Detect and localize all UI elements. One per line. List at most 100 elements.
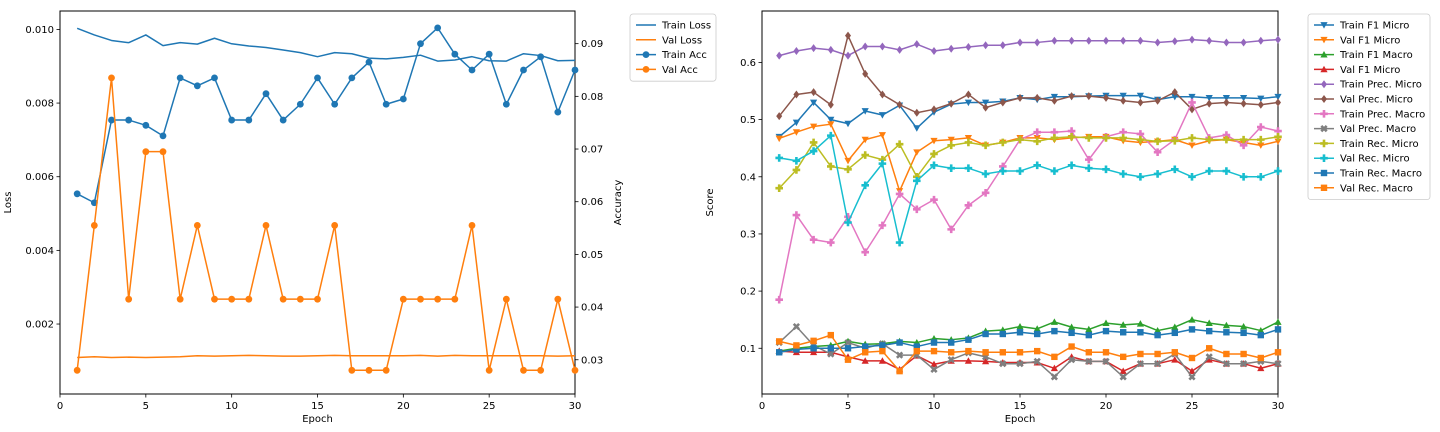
score-point-train-rec-macro <box>896 339 903 346</box>
loss-point-train-acc <box>434 24 442 32</box>
loss-point-val-acc <box>314 295 321 303</box>
score-point-val-f1-micro <box>1050 364 1058 372</box>
score-point-val-prec-micro <box>1223 98 1230 107</box>
score-point-val-rec-micro <box>792 156 801 165</box>
score-point-val-rec-micro <box>1153 170 1162 178</box>
score-series-train-rec-macro <box>776 326 1282 356</box>
score-point-val-prec-micro <box>793 90 800 99</box>
score-point-train-prec-macro <box>895 190 904 198</box>
loss-point-val-acc <box>451 295 459 303</box>
loss-point-val-acc <box>176 295 184 303</box>
score-point-train-rec-micro <box>1274 132 1282 141</box>
score-line-train-prec-micro <box>779 38 1279 57</box>
score-legend-entry: Train Prec. Macro <box>1314 109 1425 120</box>
score-point-val-rec-micro <box>844 218 852 227</box>
score-point-val-prec-micro <box>1275 98 1281 107</box>
loss-point-train-acc <box>296 100 304 108</box>
score-point-val-prec-micro <box>999 98 1006 107</box>
score-x-tick-label: 20 <box>1100 401 1113 412</box>
loss-point-val-acc <box>468 222 476 229</box>
score-point-val-f1-micro <box>861 136 869 144</box>
score-point-val-rec-macro <box>999 349 1006 356</box>
score-point-train-rec-macro <box>1240 329 1247 337</box>
score-point-train-rec-micro <box>964 138 973 147</box>
loss-point-val-acc <box>279 295 287 303</box>
score-point-val-prec-micro <box>1154 96 1161 105</box>
score-point-val-rec-macro <box>1240 350 1247 358</box>
score-point-val-prec-micro <box>948 99 955 108</box>
loss-line-train-loss <box>76 27 576 62</box>
score-point-train-prec-micro <box>1103 36 1109 45</box>
score-point-val-prec-micro <box>1137 98 1144 107</box>
score-point-train-rec-macro <box>1016 329 1024 336</box>
loss-point-train-acc <box>348 74 356 82</box>
loss-point-val-acc <box>296 295 304 303</box>
score-point-val-f1-micro <box>844 157 852 165</box>
score-point-train-prec-macro <box>947 225 955 234</box>
loss-legend-entry: Train Acc <box>636 50 707 61</box>
score-point-train-rec-macro <box>1223 329 1230 336</box>
score-point-val-prec-micro <box>1068 92 1075 101</box>
score-legend-label: Train F1 Micro <box>1339 21 1409 32</box>
score-point-train-prec-micro <box>1051 36 1058 45</box>
loss-point-val-acc <box>262 222 270 229</box>
loss-point-val-acc <box>502 295 510 303</box>
score-x-tick-label: 0 <box>759 401 765 412</box>
score-point-train-rec-micro <box>1016 135 1024 144</box>
score-point-train-prec-micro <box>1085 36 1092 45</box>
score-point-val-prec-macro <box>1085 357 1093 366</box>
score-point-val-rec-macro <box>1257 354 1264 362</box>
score-point-train-prec-macro <box>913 205 921 214</box>
score-x-ticks: 0 5 10 15 20 25 30 <box>759 394 1284 412</box>
score-x-tick-label: 15 <box>1014 401 1027 412</box>
loss-point-val-acc <box>434 295 442 303</box>
score-point-val-rec-macro <box>1068 343 1075 350</box>
score-legend-marker <box>1320 51 1328 58</box>
score-point-train-prec-macro <box>878 221 887 230</box>
score-point-val-rec-micro <box>878 159 887 168</box>
score-point-train-prec-macro <box>930 195 938 204</box>
score-point-train-rec-macro <box>1034 330 1041 338</box>
loss-legend-label: Train Acc <box>661 50 707 61</box>
loss-x-tick-label: 25 <box>483 401 496 412</box>
score-point-val-prec-micro <box>1240 99 1247 108</box>
loss-point-train-acc <box>176 74 184 82</box>
score-point-train-rec-micro <box>1239 135 1248 144</box>
score-point-train-rec-micro <box>1153 137 1162 146</box>
score-point-val-rec-micro <box>1033 161 1041 170</box>
score-point-train-rec-micro <box>1067 132 1076 141</box>
score-point-val-rec-micro <box>1085 164 1093 173</box>
loss-x-ticks: 0 5 10 15 20 25 30 <box>57 394 581 412</box>
score-y-tick-label: 0.2 <box>740 287 756 298</box>
score-point-train-rec-micro <box>878 155 887 164</box>
score-legend-label: Val F1 Micro <box>1340 35 1400 46</box>
score-point-train-prec-micro <box>810 44 817 53</box>
score-y-tick-label: 0.1 <box>740 344 756 355</box>
score-point-val-prec-micro <box>982 103 989 112</box>
score-point-val-rec-macro <box>1085 349 1092 356</box>
score-point-train-prec-macro <box>1239 141 1248 150</box>
loss-line-val-loss <box>77 354 576 359</box>
score-legend-marker <box>1320 139 1328 148</box>
score-point-val-f1-micro <box>1257 142 1265 149</box>
score-point-train-rec-micro <box>827 162 835 171</box>
loss-point-train-acc <box>417 40 424 48</box>
score-point-train-rec-macro <box>862 343 869 350</box>
loss-point-train-acc <box>211 74 218 82</box>
score-point-train-rec-micro <box>999 138 1007 147</box>
score-point-train-rec-micro <box>1257 135 1265 144</box>
score-point-train-rec-macro <box>1274 326 1282 333</box>
score-point-train-rec-micro <box>775 184 783 193</box>
score-point-train-prec-micro <box>1171 37 1178 46</box>
score-point-train-f1-micro <box>792 119 800 127</box>
score-point-val-rec-micro <box>999 167 1007 175</box>
score-point-train-f1-micro <box>1205 95 1213 102</box>
score-point-train-f1-macro <box>1222 321 1230 329</box>
score-point-train-f1-macro <box>1205 319 1213 326</box>
score-point-val-rec-macro <box>793 342 800 349</box>
loss-accuracy-chart: 0 5 10 15 20 25 30 0.002 0.004 0.006 0.008 0.010 0… <box>3 10 717 425</box>
score-legend-label: Val Rec. Macro <box>1340 183 1413 194</box>
score-point-train-f1-micro <box>827 116 835 124</box>
score-point-train-rec-macro <box>982 330 989 338</box>
score-point-train-rec-micro <box>1205 135 1213 144</box>
